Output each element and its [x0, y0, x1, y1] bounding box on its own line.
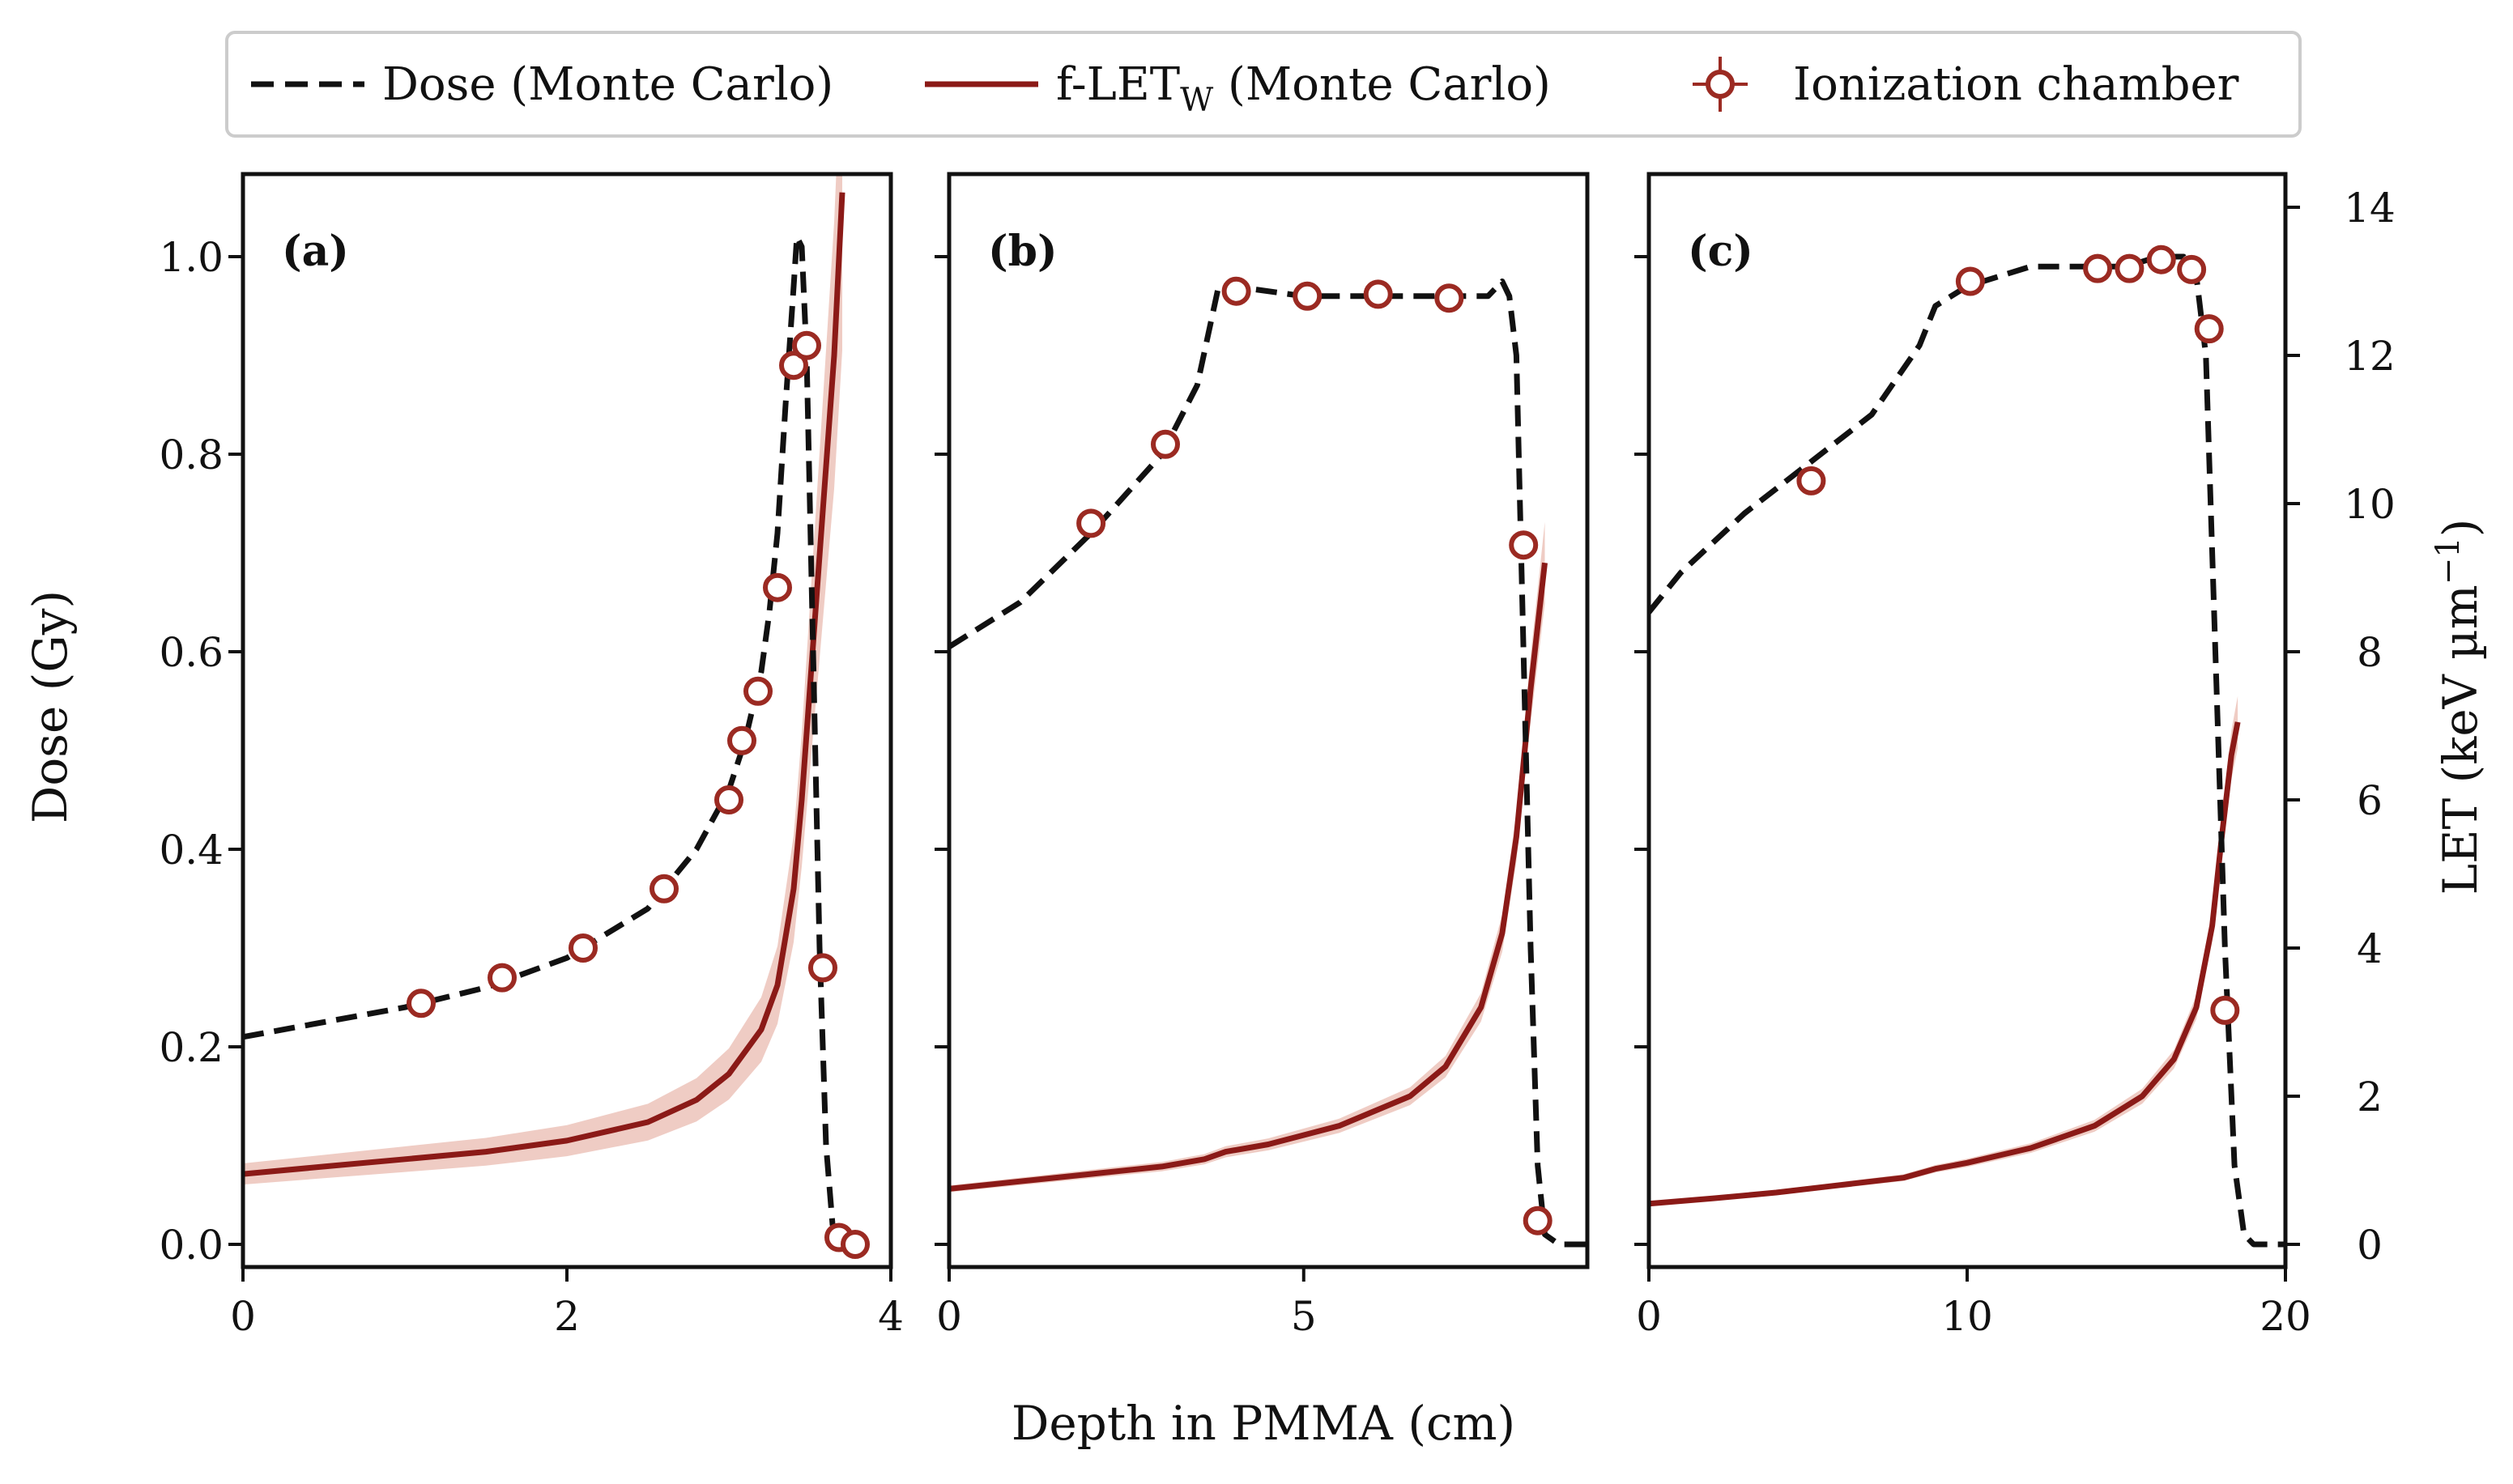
let-uncertainty-band — [1649, 695, 2238, 1206]
panel-frame — [1646, 172, 2288, 1269]
chamber-point-2 — [569, 933, 598, 963]
dose-tick-label: 0.0 — [159, 1222, 224, 1269]
let-tick-label: 6 — [2357, 777, 2383, 824]
dose-mc-line — [949, 279, 1587, 1248]
x-tick-label: 0 — [1636, 1293, 1662, 1340]
x-tick-label: 0 — [936, 1293, 962, 1340]
panel-b: (b) 0 5 — [935, 172, 1590, 1340]
x-tick-label: 0 — [230, 1293, 256, 1340]
chamber-point-9 — [792, 330, 821, 360]
x-tick-label: 2 — [554, 1293, 580, 1340]
panel-plot-area — [949, 276, 1587, 1248]
let-tick-label: 12 — [2344, 333, 2396, 380]
let-uncertainty-band — [243, 174, 842, 1185]
let-axis: 0 2 4 6 8 10 12 14 — [2285, 185, 2396, 1269]
let-axis-label-close: ) — [2433, 519, 2488, 538]
x-tick-label: 4 — [878, 1293, 904, 1340]
chamber-point-7 — [2210, 995, 2240, 1025]
dose-axis-label: Dose (Gy) — [23, 590, 78, 823]
legend-let-rest: (Monte Carlo) — [1213, 58, 1551, 111]
x-axis-label: Depth in PMMA (cm) — [1012, 1396, 1515, 1451]
chamber-point-0 — [407, 989, 436, 1018]
panel-frame — [241, 172, 893, 1269]
let-mc-line — [949, 562, 1548, 1192]
chamber-point-7 — [763, 572, 792, 602]
panel-frame — [947, 172, 1590, 1269]
let-tick-label: 4 — [2357, 925, 2383, 972]
let-mc-line — [1649, 721, 2241, 1207]
panel-label: (a) — [282, 227, 349, 276]
chamber-point-3 — [650, 874, 679, 904]
legend-chamber-marker — [1706, 70, 1735, 99]
dose-tick-label: 1.0 — [159, 234, 224, 281]
dose-tick-label: 0.4 — [159, 827, 224, 874]
x-tick-label: 20 — [2260, 1293, 2311, 1340]
dose-tick-label: 0.2 — [159, 1024, 224, 1071]
dose-tick-label: 0.6 — [159, 629, 224, 676]
x-tick-label: 5 — [1291, 1293, 1317, 1340]
chamber-point-1 — [1955, 266, 1985, 296]
panel-plot-area — [1649, 244, 2285, 1248]
chamber-point-3 — [1293, 281, 1323, 311]
chamber-point-6 — [2194, 314, 2224, 344]
chamber-point-8 — [779, 351, 808, 381]
chamber-point-7 — [1523, 1205, 1553, 1235]
legend-let-label: f-LETW (Monte Carlo) — [1056, 58, 1551, 119]
dose-mc-line — [243, 234, 860, 1248]
chamber-point-4 — [714, 785, 743, 814]
dose-tick-label: 0.8 — [159, 432, 224, 478]
chamber-point-5 — [727, 725, 756, 755]
chamber-point-12 — [841, 1230, 870, 1259]
chamber-point-1 — [488, 963, 517, 993]
legend-dose-label: Dose (Monte Carlo) — [382, 58, 833, 111]
chamber-point-10 — [808, 953, 837, 983]
let-tick-label: 10 — [2344, 481, 2396, 528]
dose-mc-line — [1649, 253, 2285, 1248]
legend-let-sub: W — [1180, 82, 1213, 119]
panel-label: (b) — [988, 227, 1058, 276]
panel-a: (a) 0 2 4 — [228, 172, 904, 1340]
legend-let-main: f-LET — [1056, 58, 1180, 111]
x-tick-label: 10 — [1941, 1293, 1993, 1340]
let-axis-label-sup: −1 — [2430, 537, 2467, 585]
let-axis-label-main: LET (keV µm — [2433, 585, 2488, 895]
legend: Dose (Monte Carlo) f-LETW (Monte Carlo) … — [225, 31, 2302, 138]
chamber-point-0 — [1796, 466, 1826, 495]
chamber-point-5 — [2177, 254, 2207, 284]
let-tick-label: 8 — [2357, 629, 2383, 676]
chamber-point-1 — [1151, 429, 1180, 459]
chamber-point-3 — [2115, 253, 2145, 283]
let-mc-line — [243, 192, 845, 1177]
let-uncertainty-band — [949, 521, 1545, 1193]
chamber-point-2 — [2083, 253, 2113, 283]
panel-label: (c) — [1688, 227, 1753, 276]
dose-axis: 0.0 0.2 0.4 0.6 0.8 1.0 — [159, 234, 224, 1269]
legend-chamber-label: Ionization chamber — [1793, 58, 2239, 111]
chamber-point-4 — [1363, 279, 1393, 309]
chamber-point-5 — [1434, 283, 1464, 313]
chamber-point-2 — [1221, 276, 1251, 306]
let-tick-label: 2 — [2357, 1074, 2383, 1120]
let-tick-label: 0 — [2357, 1222, 2383, 1269]
panel-c: (c) 0 10 20 — [1634, 172, 2311, 1340]
chamber-point-6 — [743, 676, 773, 706]
legend-frame — [225, 31, 2302, 138]
chamber-point-6 — [1509, 530, 1539, 560]
panel-plot-area — [243, 174, 870, 1259]
let-tick-label: 14 — [2344, 185, 2396, 232]
chamber-point-4 — [2146, 244, 2176, 274]
let-axis-label: LET (keV µm−1) — [2430, 519, 2488, 895]
chamber-point-0 — [1076, 508, 1106, 538]
